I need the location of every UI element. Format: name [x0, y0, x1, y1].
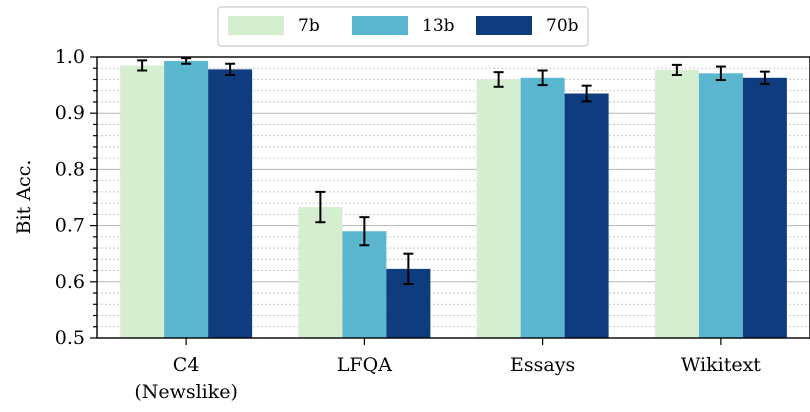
bar-70b-2: [564, 93, 609, 338]
y-tick-label: 0.9: [55, 102, 85, 124]
x-tick-label: Wikitext: [681, 354, 761, 376]
y-axis-title: Bit Acc.: [13, 160, 35, 235]
x-tick-label: Essays: [510, 354, 575, 376]
legend-label-70b: 70b: [546, 16, 579, 36]
legend: 7b 13b 70b: [217, 6, 589, 47]
bar-70b-0: [208, 69, 253, 338]
x-axis: C4 (Newslike) LFQA Essays Wikitext: [134, 338, 761, 403]
bar-70b-3: [742, 77, 787, 338]
x-tick-label: C4: [173, 354, 200, 376]
bar-7b-2: [476, 79, 521, 338]
bar-7b-0: [120, 65, 165, 339]
legend-label-7b: 7b: [298, 16, 320, 36]
legend-swatch-7b: [228, 16, 284, 35]
y-tick-label: 0.7: [55, 215, 85, 237]
legend-swatch-13b: [352, 16, 408, 35]
error-bars: [137, 57, 770, 286]
bar-13b-2: [520, 77, 565, 338]
bars: [120, 60, 787, 339]
legend-label-13b: 13b: [422, 16, 455, 36]
bar-7b-3: [654, 69, 699, 339]
x-tick-label: LFQA: [337, 354, 392, 376]
plot-frame: [96, 56, 810, 339]
x-tick-label: (Newslike): [134, 381, 238, 403]
y-tick-label: 0.8: [55, 158, 85, 180]
bar-13b-0: [164, 60, 209, 339]
y-tick-label: 1.0: [55, 46, 85, 68]
legend-swatch-70b: [476, 16, 532, 35]
bar-13b-1: [342, 231, 387, 338]
y-tick-label: 0.6: [55, 271, 85, 293]
bar-7b-1: [298, 207, 343, 338]
y-axis: 0.5 0.6 0.7 0.8 0.9 1.0: [55, 46, 97, 349]
bar-13b-3: [698, 73, 743, 338]
y-tick-label: 0.5: [55, 327, 85, 349]
